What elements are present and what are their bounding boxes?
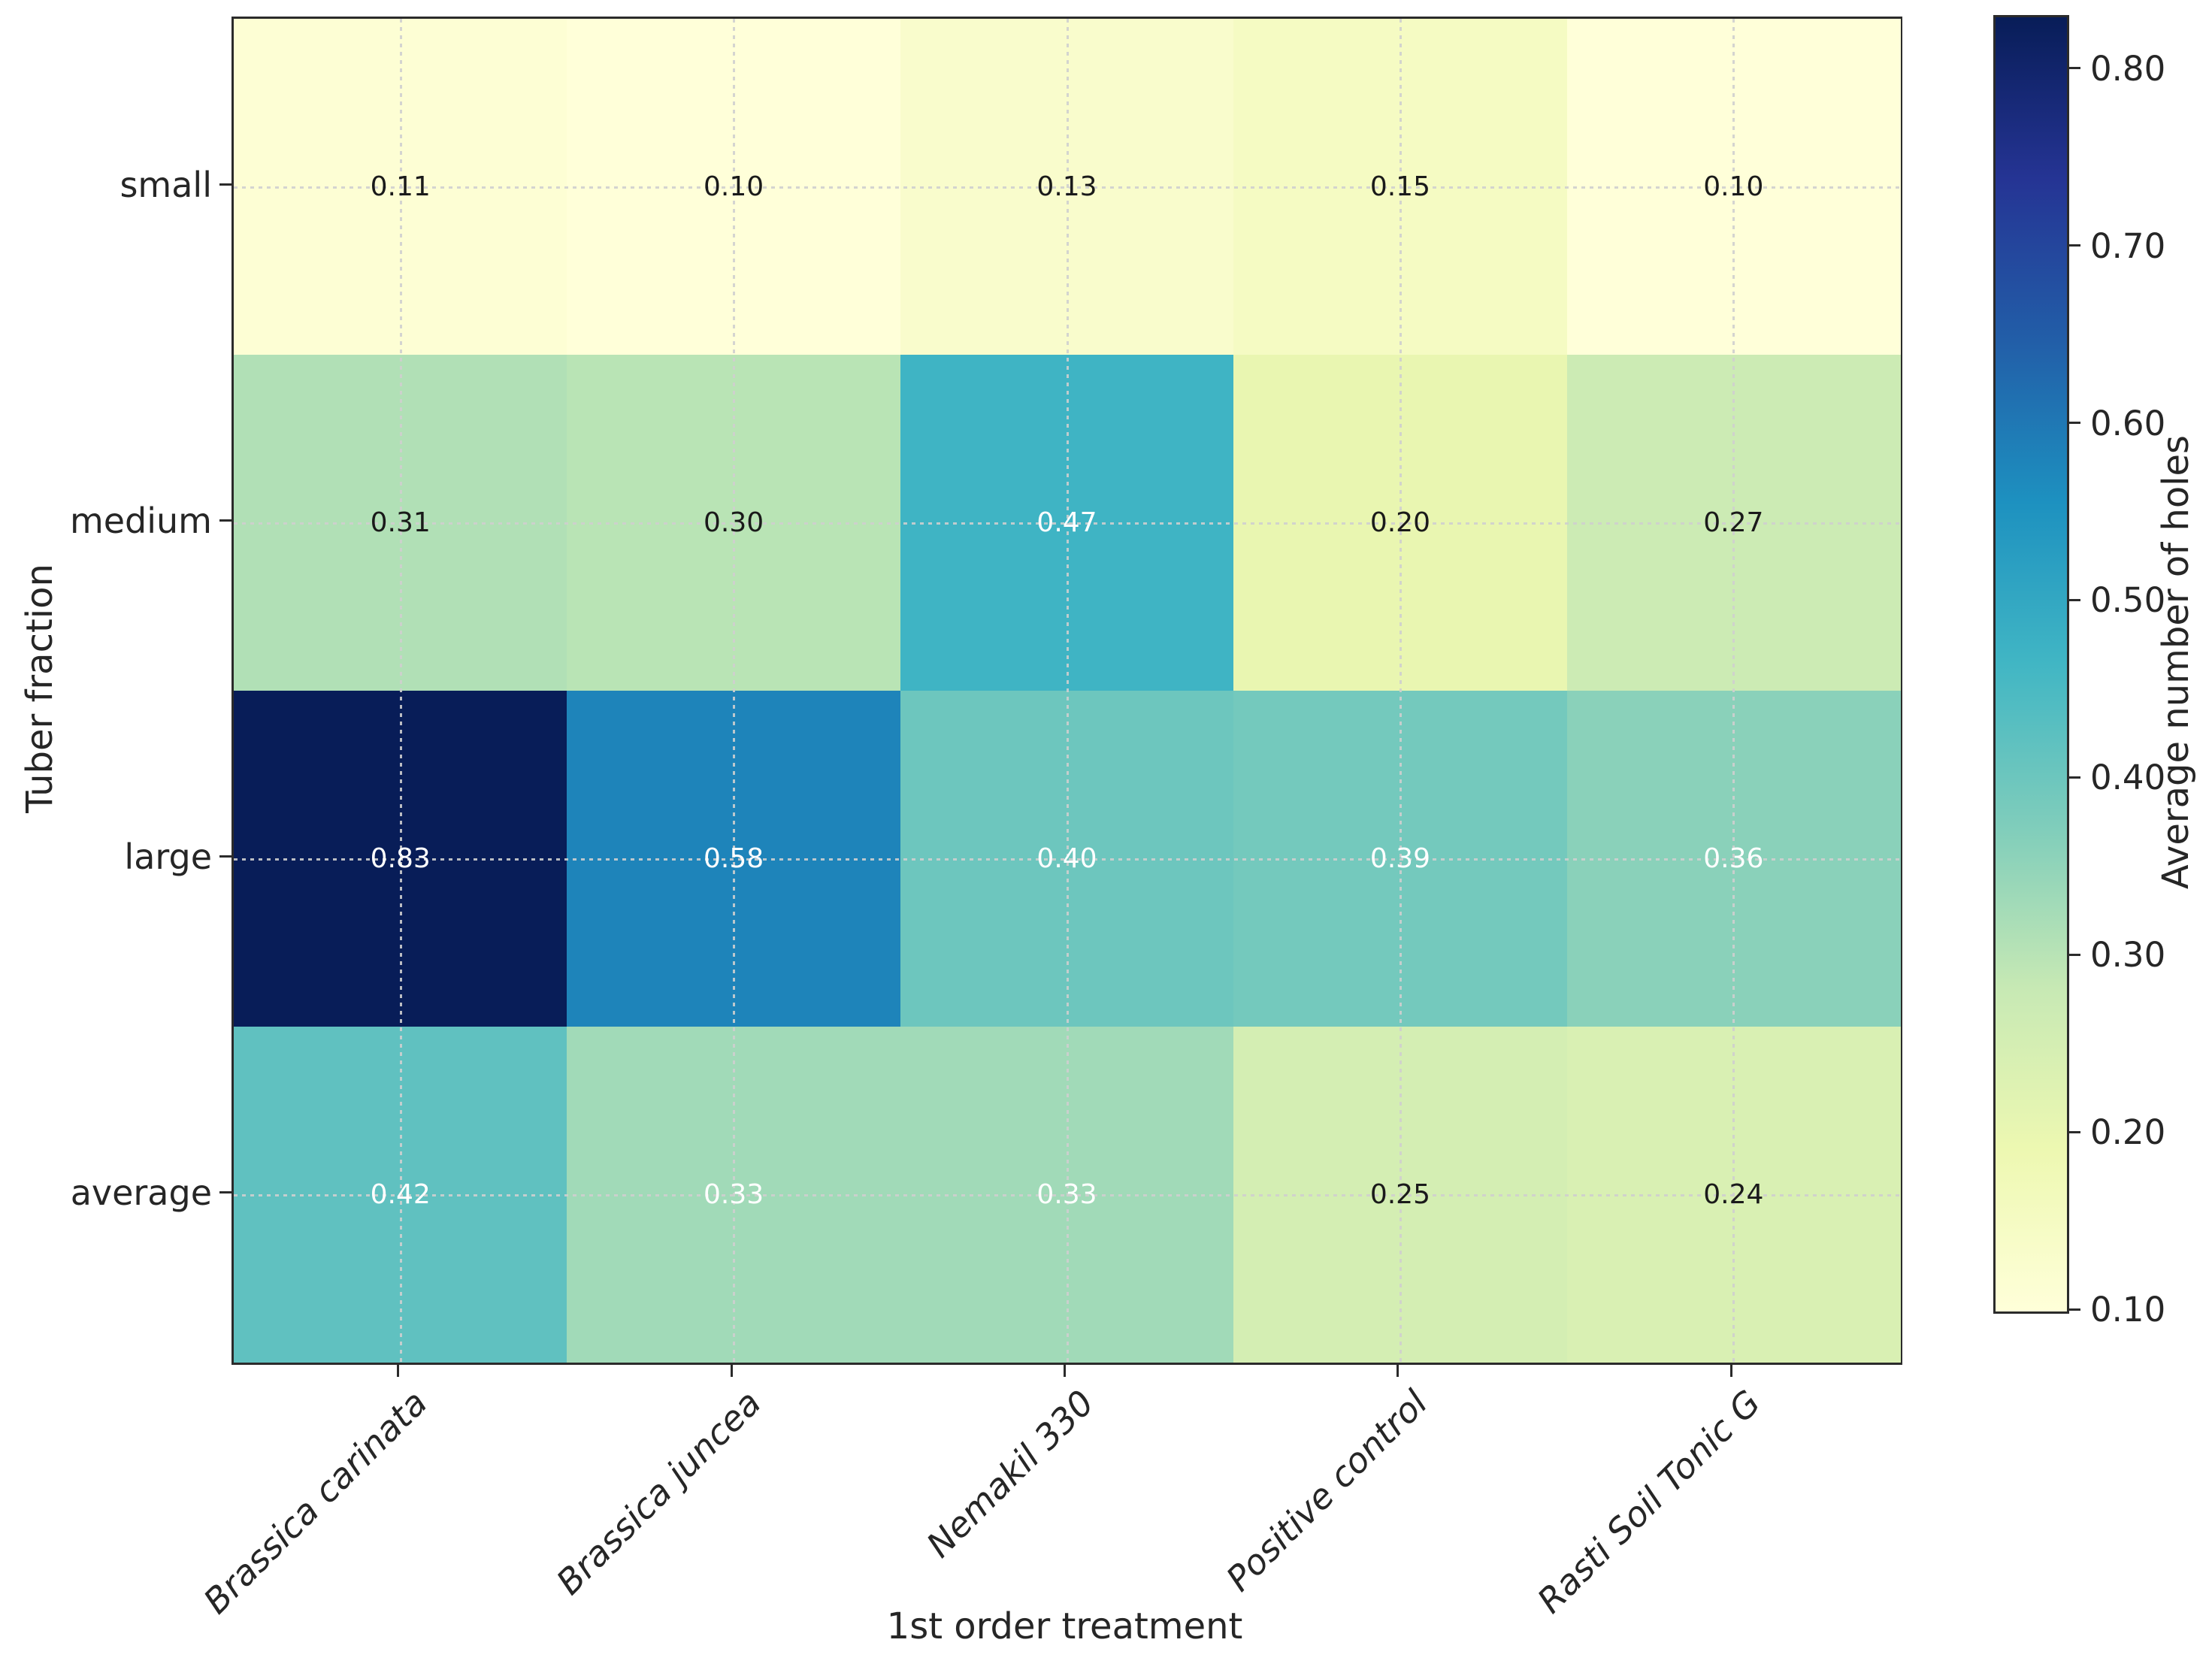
x-tick-label: Brassica carinata [195, 1382, 436, 1622]
cell-value: 0.31 [370, 507, 431, 538]
cell-value: 0.30 [704, 507, 764, 538]
x-tick-label: Brassica juncea [548, 1382, 769, 1603]
y-tick-label: average [70, 1172, 212, 1213]
cell-value: 0.40 [1036, 843, 1097, 874]
colorbar-tick-mark [2067, 954, 2080, 956]
x-tick-mark [1064, 1365, 1066, 1377]
cell-value: 0.24 [1703, 1178, 1764, 1210]
cell-value: 0.33 [704, 1178, 764, 1210]
x-tick-mark [731, 1365, 733, 1377]
gridline-vertical [400, 19, 402, 1363]
cell-annotations-layer: 0.11 0.10 0.13 0.15 0.10 0.31 0.30 0.47 0.20 0.27… [234, 19, 1900, 1363]
colorbar-tick-mark [2067, 67, 2080, 69]
x-tick-label: Rasti Soil Tonic G [1530, 1382, 1769, 1621]
plot-area: 0.11 0.10 0.13 0.15 0.10 0.31 0.30 0.47 0.20 0.27… [231, 17, 1902, 1365]
gridline-vertical [1732, 19, 1735, 1363]
x-tick-mark [1396, 1365, 1399, 1377]
y-tick-label: small [120, 165, 212, 205]
cell-value: 0.27 [1703, 507, 1764, 538]
cell-value: 0.47 [1036, 507, 1097, 538]
colorbar-tick-label: 0.30 [2090, 935, 2166, 975]
colorbar-tick-label: 0.20 [2090, 1112, 2166, 1152]
cell-value: 0.10 [1703, 171, 1764, 202]
colorbar-tick-label: 0.70 [2090, 226, 2166, 266]
colorbar-label: Average number of holes [2155, 434, 2197, 890]
colorbar-tick-mark [2067, 776, 2080, 779]
gridline-horizontal [234, 186, 1900, 189]
colorbar-tick-mark [2067, 599, 2080, 601]
y-tick-mark [219, 855, 231, 858]
colorbar-tick-label: 0.50 [2090, 580, 2166, 620]
cell-value: 0.39 [1369, 843, 1430, 874]
y-tick-label: large [124, 836, 212, 877]
colorbar-gradient [1993, 15, 2069, 1314]
y-tick-mark [219, 1191, 231, 1193]
cell-value: 0.13 [1036, 171, 1097, 202]
cell-value: 0.58 [704, 843, 764, 874]
gridline-vertical [1067, 19, 1069, 1363]
y-tick-mark [219, 519, 231, 522]
gridlines-layer [234, 19, 1900, 1363]
cell-value: 0.33 [1036, 1178, 1097, 1210]
colorbar-tick-label: 0.10 [2090, 1290, 2166, 1330]
colorbar-tick-label: 0.80 [2090, 49, 2166, 89]
cell-value: 0.11 [370, 171, 431, 202]
colorbar-tick-label: 0.40 [2090, 758, 2166, 797]
y-axis-label: Tuber fraction [19, 564, 61, 813]
x-tick-mark [1730, 1365, 1732, 1377]
colorbar-tick-mark [2067, 244, 2080, 247]
x-tick-label: Positive control [1218, 1382, 1436, 1599]
cell-value: 0.83 [370, 843, 431, 874]
gridline-vertical [733, 19, 735, 1363]
gridline-horizontal [234, 858, 1900, 861]
cell-value: 0.42 [370, 1178, 431, 1210]
cell-value: 0.10 [704, 171, 764, 202]
y-tick-mark [219, 183, 231, 186]
x-axis-label: 1st order treatment [886, 1605, 1243, 1647]
colorbar-tick-mark [2067, 1308, 2080, 1311]
colorbar-tick-label: 0.60 [2090, 404, 2166, 443]
cell-value: 0.25 [1369, 1178, 1430, 1210]
gridline-vertical [1400, 19, 1402, 1363]
x-tick-mark [397, 1365, 399, 1377]
gridline-horizontal [234, 1194, 1900, 1196]
cell-value: 0.20 [1369, 507, 1430, 538]
gridline-horizontal [234, 522, 1900, 525]
x-tick-label: Nemakil 330 [918, 1382, 1102, 1566]
colorbar-tick-mark [2067, 1131, 2080, 1133]
cell-value: 0.15 [1369, 171, 1430, 202]
y-tick-label: medium [69, 501, 212, 541]
cell-value: 0.36 [1703, 843, 1764, 874]
colorbar-tick-mark [2067, 422, 2080, 424]
